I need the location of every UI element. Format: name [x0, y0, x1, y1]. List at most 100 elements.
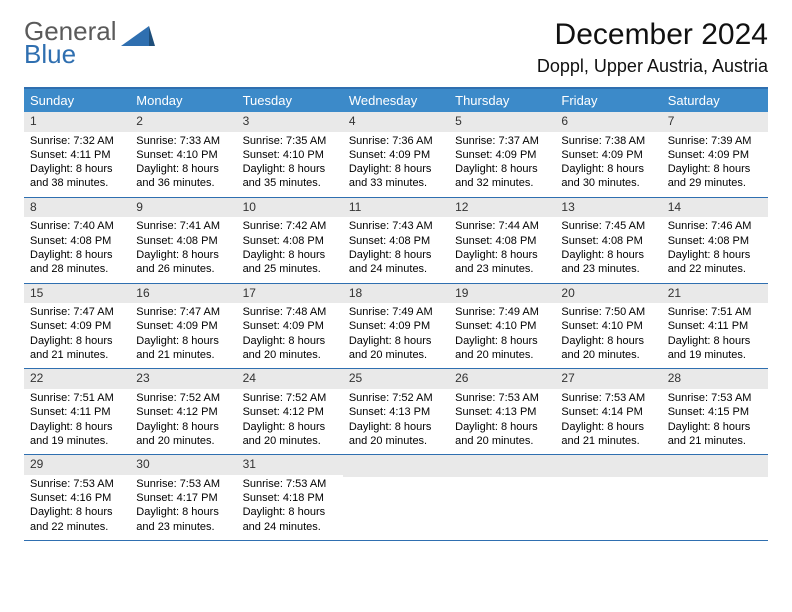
day-body: Sunrise: 7:52 AMSunset: 4:12 PMDaylight:…: [130, 389, 236, 454]
week-row: 29Sunrise: 7:53 AMSunset: 4:16 PMDayligh…: [24, 455, 768, 541]
dow-cell: Friday: [555, 89, 661, 112]
sunset-text: Sunset: 4:09 PM: [349, 319, 443, 333]
day-body: Sunrise: 7:45 AMSunset: 4:08 PMDaylight:…: [555, 217, 661, 282]
calendar-page: General Blue December 2024 Doppl, Upper …: [0, 0, 792, 541]
sunrise-text: Sunrise: 7:51 AM: [668, 305, 762, 319]
day-body: Sunrise: 7:49 AMSunset: 4:09 PMDaylight:…: [343, 303, 449, 368]
empty-day-cell: [343, 455, 449, 540]
day-number: 14: [662, 198, 768, 218]
day-cell: 17Sunrise: 7:48 AMSunset: 4:09 PMDayligh…: [237, 284, 343, 369]
day-number: 2: [130, 112, 236, 132]
sunset-text: Sunset: 4:12 PM: [136, 405, 230, 419]
day-body: Sunrise: 7:53 AMSunset: 4:13 PMDaylight:…: [449, 389, 555, 454]
sunset-text: Sunset: 4:14 PM: [561, 405, 655, 419]
week-row: 8Sunrise: 7:40 AMSunset: 4:08 PMDaylight…: [24, 198, 768, 284]
empty-day-cell: [555, 455, 661, 540]
day-cell: 8Sunrise: 7:40 AMSunset: 4:08 PMDaylight…: [24, 198, 130, 283]
day-number: 21: [662, 284, 768, 304]
day-cell: 14Sunrise: 7:46 AMSunset: 4:08 PMDayligh…: [662, 198, 768, 283]
daylight-text: Daylight: 8 hours and 38 minutes.: [30, 162, 124, 191]
day-number: [343, 455, 449, 477]
day-number: [449, 455, 555, 477]
day-cell: 24Sunrise: 7:52 AMSunset: 4:12 PMDayligh…: [237, 369, 343, 454]
daylight-text: Daylight: 8 hours and 33 minutes.: [349, 162, 443, 191]
day-body: Sunrise: 7:36 AMSunset: 4:09 PMDaylight:…: [343, 132, 449, 197]
dow-cell: Monday: [130, 89, 236, 112]
day-body: Sunrise: 7:47 AMSunset: 4:09 PMDaylight:…: [130, 303, 236, 368]
day-body: Sunrise: 7:35 AMSunset: 4:10 PMDaylight:…: [237, 132, 343, 197]
day-of-week-header: SundayMondayTuesdayWednesdayThursdayFrid…: [24, 89, 768, 112]
daylight-text: Daylight: 8 hours and 21 minutes.: [668, 420, 762, 449]
day-cell: 16Sunrise: 7:47 AMSunset: 4:09 PMDayligh…: [130, 284, 236, 369]
day-cell: 30Sunrise: 7:53 AMSunset: 4:17 PMDayligh…: [130, 455, 236, 540]
sunrise-text: Sunrise: 7:51 AM: [30, 391, 124, 405]
sunset-text: Sunset: 4:09 PM: [668, 148, 762, 162]
dow-cell: Tuesday: [237, 89, 343, 112]
day-number: 22: [24, 369, 130, 389]
sunrise-text: Sunrise: 7:40 AM: [30, 219, 124, 233]
dow-cell: Sunday: [24, 89, 130, 112]
day-body: Sunrise: 7:49 AMSunset: 4:10 PMDaylight:…: [449, 303, 555, 368]
day-body: Sunrise: 7:51 AMSunset: 4:11 PMDaylight:…: [24, 389, 130, 454]
sunset-text: Sunset: 4:18 PM: [243, 491, 337, 505]
day-cell: 4Sunrise: 7:36 AMSunset: 4:09 PMDaylight…: [343, 112, 449, 197]
day-cell: 2Sunrise: 7:33 AMSunset: 4:10 PMDaylight…: [130, 112, 236, 197]
sunrise-text: Sunrise: 7:32 AM: [30, 134, 124, 148]
sunrise-text: Sunrise: 7:45 AM: [561, 219, 655, 233]
day-number: 20: [555, 284, 661, 304]
daylight-text: Daylight: 8 hours and 25 minutes.: [243, 248, 337, 277]
sunrise-text: Sunrise: 7:53 AM: [243, 477, 337, 491]
day-body: Sunrise: 7:42 AMSunset: 4:08 PMDaylight:…: [237, 217, 343, 282]
sunset-text: Sunset: 4:10 PM: [136, 148, 230, 162]
day-number: 6: [555, 112, 661, 132]
daylight-text: Daylight: 8 hours and 21 minutes.: [30, 334, 124, 363]
day-body: Sunrise: 7:38 AMSunset: 4:09 PMDaylight:…: [555, 132, 661, 197]
sunset-text: Sunset: 4:09 PM: [561, 148, 655, 162]
sunrise-text: Sunrise: 7:47 AM: [136, 305, 230, 319]
daylight-text: Daylight: 8 hours and 19 minutes.: [30, 420, 124, 449]
weeks-container: 1Sunrise: 7:32 AMSunset: 4:11 PMDaylight…: [24, 112, 768, 541]
sunrise-text: Sunrise: 7:36 AM: [349, 134, 443, 148]
day-number: 5: [449, 112, 555, 132]
day-body: Sunrise: 7:40 AMSunset: 4:08 PMDaylight:…: [24, 217, 130, 282]
daylight-text: Daylight: 8 hours and 20 minutes.: [455, 334, 549, 363]
sunset-text: Sunset: 4:08 PM: [455, 234, 549, 248]
day-number: 16: [130, 284, 236, 304]
sunrise-text: Sunrise: 7:44 AM: [455, 219, 549, 233]
title-block: December 2024 Doppl, Upper Austria, Aust…: [537, 18, 768, 77]
sunrise-text: Sunrise: 7:52 AM: [136, 391, 230, 405]
sunset-text: Sunset: 4:16 PM: [30, 491, 124, 505]
daylight-text: Daylight: 8 hours and 20 minutes.: [349, 334, 443, 363]
month-title: December 2024: [537, 18, 768, 52]
day-cell: 27Sunrise: 7:53 AMSunset: 4:14 PMDayligh…: [555, 369, 661, 454]
sunrise-text: Sunrise: 7:35 AM: [243, 134, 337, 148]
day-number: 4: [343, 112, 449, 132]
day-body: Sunrise: 7:32 AMSunset: 4:11 PMDaylight:…: [24, 132, 130, 197]
day-cell: 19Sunrise: 7:49 AMSunset: 4:10 PMDayligh…: [449, 284, 555, 369]
day-cell: 3Sunrise: 7:35 AMSunset: 4:10 PMDaylight…: [237, 112, 343, 197]
day-number: 30: [130, 455, 236, 475]
sunset-text: Sunset: 4:13 PM: [455, 405, 549, 419]
sunset-text: Sunset: 4:11 PM: [30, 405, 124, 419]
day-cell: 11Sunrise: 7:43 AMSunset: 4:08 PMDayligh…: [343, 198, 449, 283]
daylight-text: Daylight: 8 hours and 26 minutes.: [136, 248, 230, 277]
sunset-text: Sunset: 4:09 PM: [349, 148, 443, 162]
day-body: Sunrise: 7:44 AMSunset: 4:08 PMDaylight:…: [449, 217, 555, 282]
sunset-text: Sunset: 4:08 PM: [668, 234, 762, 248]
sunset-text: Sunset: 4:15 PM: [668, 405, 762, 419]
sunrise-text: Sunrise: 7:53 AM: [668, 391, 762, 405]
day-cell: 15Sunrise: 7:47 AMSunset: 4:09 PMDayligh…: [24, 284, 130, 369]
day-body: Sunrise: 7:53 AMSunset: 4:15 PMDaylight:…: [662, 389, 768, 454]
day-body: Sunrise: 7:53 AMSunset: 4:14 PMDaylight:…: [555, 389, 661, 454]
header-row: General Blue December 2024 Doppl, Upper …: [24, 18, 768, 77]
sunrise-text: Sunrise: 7:43 AM: [349, 219, 443, 233]
day-number: 18: [343, 284, 449, 304]
daylight-text: Daylight: 8 hours and 23 minutes.: [136, 505, 230, 534]
logo-triangle-icon: [121, 24, 155, 51]
day-cell: 1Sunrise: 7:32 AMSunset: 4:11 PMDaylight…: [24, 112, 130, 197]
dow-cell: Saturday: [662, 89, 768, 112]
location-text: Doppl, Upper Austria, Austria: [537, 56, 768, 77]
day-body: Sunrise: 7:51 AMSunset: 4:11 PMDaylight:…: [662, 303, 768, 368]
sunrise-text: Sunrise: 7:52 AM: [349, 391, 443, 405]
week-row: 22Sunrise: 7:51 AMSunset: 4:11 PMDayligh…: [24, 369, 768, 455]
